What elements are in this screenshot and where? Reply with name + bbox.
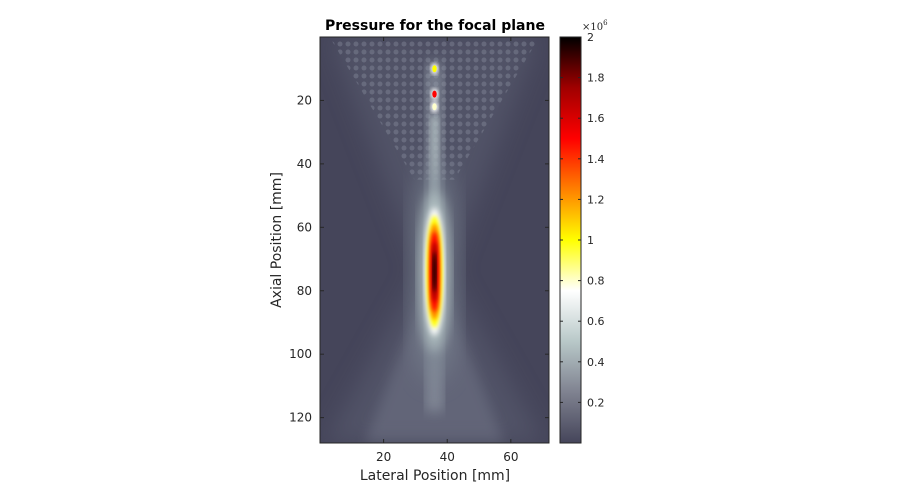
colorbar-tick-label: 1.6: [587, 112, 605, 125]
colorbar-tick-label: 0.4: [587, 356, 605, 369]
y-axis-ticks: 20 40 60 80 100 120: [289, 93, 549, 425]
near-field-peak: [432, 65, 437, 73]
x-axis-label: Lateral Position [mm]: [360, 468, 510, 484]
x-tick-label: 60: [503, 450, 518, 464]
pressure-field: [325, 37, 544, 443]
colorbar-tick-label: 2: [587, 31, 594, 44]
plot-frame: [319, 36, 550, 444]
colorbar: 0.2 0.4 0.6 0.8 1 1.2 1.4 1.6 1.8 2 ×106: [559, 19, 608, 444]
near-field-peak: [432, 90, 437, 98]
colorbar-exponent: 6: [603, 19, 608, 27]
colorbar-multiplier-base: ×10: [582, 22, 603, 33]
y-tick-label: 20: [297, 93, 312, 107]
x-tick-label: 40: [440, 450, 455, 464]
x-axis-ticks: 20 40 60: [376, 37, 518, 464]
colorbar-gradient: [559, 36, 582, 444]
y-tick-label: 100: [289, 347, 312, 361]
y-axis-label: Axial Position [mm]: [269, 172, 285, 308]
y-tick-label: 40: [297, 157, 312, 171]
colorbar-tick-label: 1.2: [587, 193, 605, 206]
y-tick-label: 120: [289, 411, 312, 425]
colorbar-tick-label: 0.6: [587, 315, 605, 328]
colorbar-tick-label: 1.8: [587, 72, 605, 85]
colorbar-tick-label: 0.8: [587, 275, 605, 288]
colorbar-tick-label: 0.2: [587, 396, 605, 409]
near-field-peak: [432, 103, 437, 111]
colorbar-ticks: 0.2 0.4 0.6 0.8 1 1.2 1.4 1.6 1.8 2: [560, 31, 605, 409]
y-tick-label: 60: [297, 220, 312, 234]
colorbar-multiplier: ×106: [582, 19, 608, 33]
heatmap-plot: 20 40 60 20 40 60 80 100 120: [289, 36, 550, 464]
colorbar-tick-label: 1: [587, 234, 594, 247]
chart-title: Pressure for the focal plane: [325, 18, 545, 34]
x-tick-label: 20: [376, 450, 391, 464]
focal-zone-layer: [432, 251, 437, 292]
y-tick-label: 80: [297, 284, 312, 298]
colorbar-tick-label: 1.4: [587, 153, 605, 166]
